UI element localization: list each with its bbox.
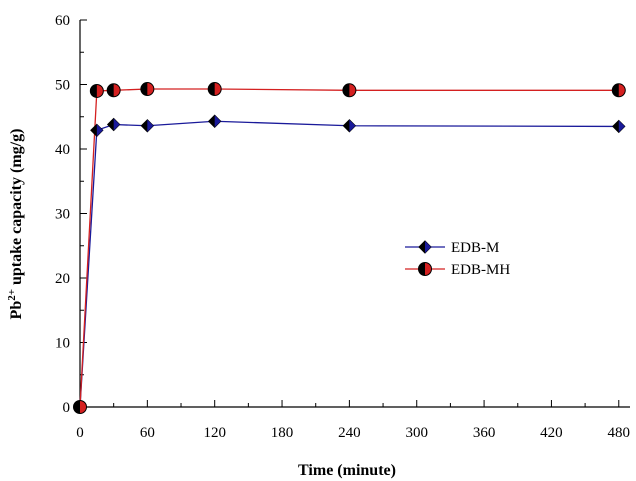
y-tick-label: 30	[55, 207, 70, 223]
data-point-edb-mh	[89, 83, 104, 98]
data-point-edb-mh	[140, 82, 155, 97]
data-point-edb-mh	[207, 82, 222, 97]
legend-marker	[418, 262, 432, 276]
data-point-edb-m	[342, 119, 357, 133]
legend-label: EDB-MH	[451, 262, 510, 278]
x-tick-label: 180	[271, 425, 294, 441]
y-tick-label: 10	[55, 336, 70, 352]
data-point-edb-mh	[73, 400, 87, 414]
ticks: 0 10 20 30 40 50 60 0 60 120 180 240 300 360 420 480	[55, 13, 630, 441]
y-tick-label: 60	[55, 13, 70, 29]
data-point-edb-m	[140, 119, 155, 133]
legend-marker	[418, 240, 432, 254]
y-tick-label: 50	[55, 78, 70, 94]
y-axis-title-sup: 2+	[6, 289, 18, 301]
x-tick-label: 240	[338, 425, 361, 441]
series	[73, 82, 626, 414]
data-point-edb-m	[207, 114, 222, 128]
series-line-edb-mh	[79, 88, 619, 408]
y-tick-label: 0	[63, 400, 71, 416]
y-tick-label: 40	[55, 142, 70, 158]
x-tick-label: 60	[140, 425, 155, 441]
x-axis-title: Time (minute)	[298, 462, 396, 479]
y-axis-title-rest: uptake capacity (mg/g)	[8, 129, 25, 289]
x-tick-label: 420	[540, 425, 563, 441]
x-tick-label: 0	[76, 425, 84, 441]
data-point-edb-mh	[611, 83, 626, 98]
y-axis-title-main: Pb	[8, 301, 25, 320]
y-axis-title: Pb2+ uptake capacity (mg/g)	[6, 129, 25, 320]
data-point-edb-m	[612, 119, 626, 134]
x-tick-label: 480	[608, 425, 631, 441]
series-line-edb-m	[79, 120, 619, 408]
data-point-edb-m	[106, 117, 121, 132]
data-point-edb-m	[90, 123, 104, 138]
y-tick-label: 20	[55, 271, 70, 287]
data-point-edb-mh	[106, 83, 121, 98]
x-tick-label: 120	[203, 425, 226, 441]
x-tick-label: 300	[405, 425, 428, 441]
axes	[79, 20, 630, 408]
data-point-edb-mh	[342, 83, 357, 98]
x-tick-label: 360	[473, 425, 496, 441]
legend: EDB-M EDB-MH	[405, 240, 510, 278]
legend-label: EDB-M	[451, 240, 499, 256]
